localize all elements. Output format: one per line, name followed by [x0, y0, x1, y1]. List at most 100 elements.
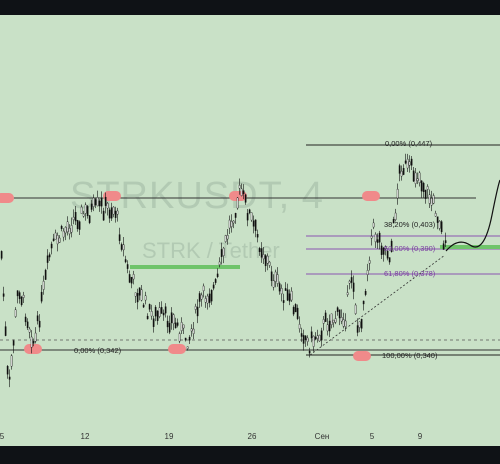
candle-body: [354, 304, 357, 314]
candle-body: [136, 293, 139, 303]
candle-body: [150, 311, 153, 317]
candle-body: [232, 220, 235, 224]
resistance-touch-marker: [229, 191, 247, 201]
candle-body: [56, 235, 59, 245]
candle-body: [246, 212, 249, 221]
candle-body: [130, 276, 133, 284]
candle-body: [244, 194, 247, 203]
candle-body: [62, 230, 65, 238]
chart-plot-area[interactable]: STRKUSDT, 4 STRK / Tether 0,00% (0,447) …: [0, 15, 500, 446]
candle-body: [174, 322, 177, 329]
candle-body: [286, 289, 289, 301]
candle-body: [170, 312, 173, 324]
candle-body: [44, 269, 47, 280]
time-axis[interactable]: 5 12 19 26 Сен 5 9: [0, 430, 500, 446]
candle-body: [212, 284, 215, 289]
candle-body: [432, 195, 435, 204]
candle-body: [238, 185, 241, 189]
candle-body: [92, 197, 95, 207]
candle-body: [404, 160, 407, 164]
candle-body: [374, 233, 377, 243]
candle-body: [160, 307, 163, 314]
candle-body: [98, 200, 101, 207]
candle-body: [182, 324, 185, 329]
candle-body: [206, 295, 209, 304]
candle-body: [402, 168, 405, 175]
candle-body: [146, 315, 149, 320]
candle-body: [310, 331, 313, 339]
candle-body: [368, 260, 371, 264]
candle-body: [330, 313, 333, 325]
candle-body: [320, 330, 323, 341]
price-chart[interactable]: [0, 15, 500, 446]
candle-body: [200, 294, 203, 300]
candle-body: [408, 161, 411, 166]
candle-body: [104, 196, 107, 206]
candle-body: [242, 190, 245, 195]
candle-body: [168, 322, 171, 333]
candle-body: [64, 226, 67, 234]
candle-body: [316, 335, 319, 339]
candle-body: [204, 298, 207, 303]
candle-body: [262, 254, 265, 260]
candle-body: [272, 280, 275, 288]
projection-curve: [445, 179, 500, 252]
candle-body: [256, 234, 259, 238]
candle-body: [280, 288, 283, 295]
resistance-touch-marker: [353, 351, 371, 361]
candle-body: [440, 221, 443, 233]
candle-body: [96, 197, 99, 207]
candle-body: [32, 340, 35, 344]
candle-body: [332, 319, 335, 323]
candle-body: [196, 306, 199, 317]
candle-body: [144, 295, 147, 301]
candle-body: [82, 213, 85, 217]
candle-body: [110, 207, 113, 219]
candle-body: [322, 319, 325, 324]
candle-body: [382, 247, 385, 255]
candle-body: [294, 304, 297, 313]
candle-body: [366, 270, 369, 275]
resistance-touch-marker: [103, 191, 121, 201]
candle-body: [412, 170, 415, 182]
candle-body: [410, 158, 413, 166]
support-zone-mid: [130, 265, 240, 269]
candle-body: [102, 210, 105, 221]
dotted-trendline: [309, 254, 446, 356]
candle-body: [436, 216, 439, 223]
candle-body: [434, 212, 437, 217]
candle-body: [194, 306, 197, 310]
candle-body: [4, 326, 7, 336]
candle-body: [148, 304, 151, 310]
candle-body: [372, 222, 375, 228]
projection-path: [445, 179, 500, 252]
candle-body: [442, 243, 445, 250]
candle-body: [8, 376, 11, 380]
candle-body: [124, 259, 127, 263]
candle-body: [278, 283, 281, 292]
candle-body: [274, 271, 277, 282]
candle-body: [250, 212, 253, 221]
candle-body: [112, 206, 115, 215]
candle-body: [318, 334, 321, 342]
candle-body: [76, 220, 79, 230]
resistance-touch-marker: [362, 191, 380, 201]
candle-body: [68, 227, 71, 235]
candle-body: [430, 198, 433, 206]
candle-body: [34, 332, 37, 342]
candle-body: [60, 225, 63, 229]
candle-body: [216, 273, 219, 278]
candle-body: [234, 212, 237, 218]
candle-body: [88, 215, 91, 223]
candle-body: [158, 307, 161, 317]
candle-body: [292, 307, 295, 315]
candle-body: [94, 199, 97, 206]
candle-body: [202, 285, 205, 292]
candle-body: [210, 289, 213, 302]
candle-body: [356, 325, 359, 333]
candle-body: [0, 251, 3, 259]
candle-body: [138, 287, 141, 296]
candle-body: [392, 219, 395, 224]
candle-body: [276, 274, 279, 284]
